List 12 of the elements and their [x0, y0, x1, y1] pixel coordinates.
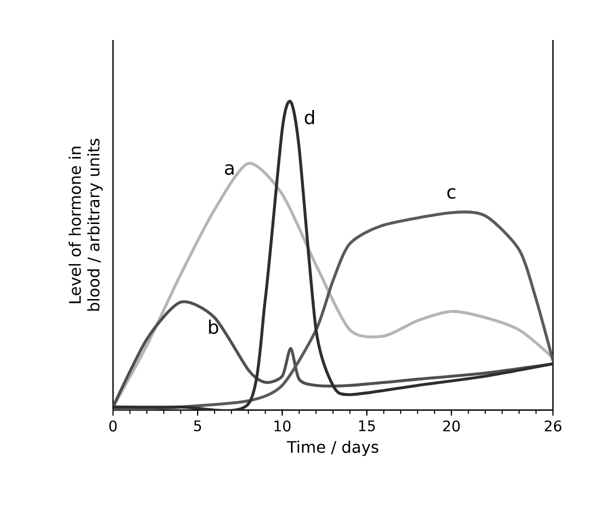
y-axis-title: Level of hormone in blood / arbitrary units: [68, 138, 103, 311]
x-tick-label: 20: [443, 420, 460, 432]
x-axis-title: Time / days: [286, 440, 378, 456]
x-tick-label: 15: [359, 420, 375, 432]
x-tick-label: 26: [544, 420, 562, 432]
x-tick-label: 10: [274, 420, 291, 432]
x-tick-label: 5: [194, 420, 201, 432]
series-label: b: [209, 320, 218, 334]
series-label: c: [447, 188, 456, 199]
x-tick-label: 0: [109, 420, 117, 432]
series-label: a: [224, 164, 234, 175]
series-label: d: [304, 110, 314, 124]
